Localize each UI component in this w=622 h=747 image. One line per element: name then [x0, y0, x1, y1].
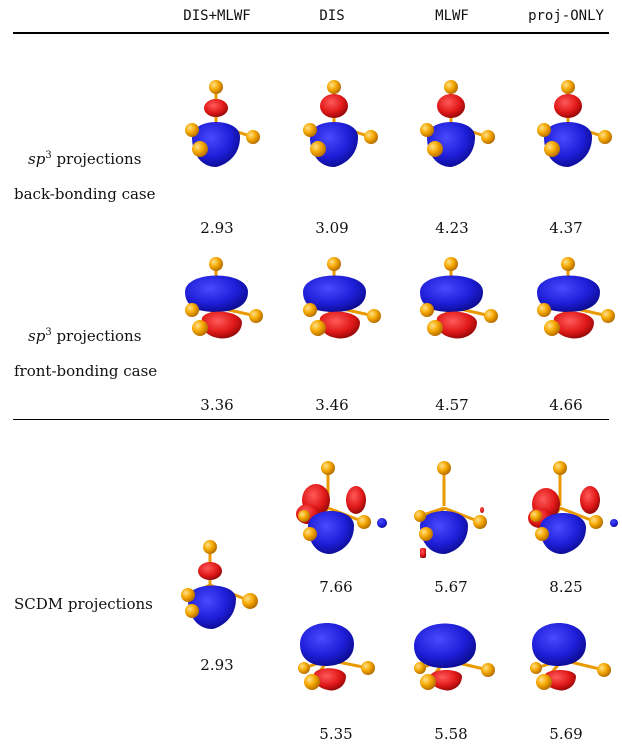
projections-text: projections: [51, 150, 142, 168]
column-header-proj-only: proj-ONLY: [528, 8, 604, 24]
value-front-mlwf: 4.57: [435, 396, 469, 414]
value-scdm-dis-mlwf: 2.93: [200, 656, 234, 674]
orbital-image-front-mlwf: [420, 257, 498, 339]
orbital-image-scdm-mlwf-upper: [414, 461, 487, 558]
row-label-scdm: SCDM projections: [14, 595, 153, 613]
row-label-back-bonding: back-bonding case: [14, 185, 156, 203]
column-header-dis: DIS: [319, 8, 345, 24]
orbital-image-scdm-mlwf-lower: [414, 623, 495, 691]
header-rule: [13, 32, 609, 34]
value-back-mlwf: 4.23: [435, 219, 469, 237]
value-scdm-mlwf-upper: 5.67: [434, 578, 468, 596]
orbital-image-front-proj-only: [537, 257, 615, 339]
orbital-image-back-mlwf: [420, 80, 495, 167]
column-header-dis-mlwf: DIS+MLWF: [183, 8, 251, 24]
orbital-image-scdm-dis-mlwf: [181, 540, 258, 629]
orbital-image-back-proj-only: [537, 80, 612, 167]
section-rule: [13, 419, 609, 421]
value-back-dis: 3.09: [315, 219, 349, 237]
value-back-proj-only: 4.37: [549, 219, 583, 237]
sp-text: sp: [28, 150, 46, 168]
sup-text: 3: [45, 150, 52, 161]
value-back-dis-mlwf: 2.93: [200, 219, 234, 237]
orbital-image-front-dis: [303, 257, 381, 339]
orbital-image-scdm-dis-upper: [296, 461, 387, 554]
sup-text: 3: [45, 327, 52, 338]
orbital-image-back-dis-mlwf: [185, 80, 260, 167]
value-scdm-dis-lower: 5.35: [319, 725, 353, 743]
projections-text: projections: [51, 327, 142, 345]
value-front-dis-mlwf: 3.36: [200, 396, 234, 414]
value-scdm-proj-upper: 8.25: [549, 578, 583, 596]
value-scdm-dis-upper: 7.66: [319, 578, 353, 596]
orbital-image-scdm-dis-lower: [298, 623, 375, 691]
orbital-image-scdm-proj-upper: [528, 461, 618, 554]
row-label-sp3-front: sp3 projections: [28, 327, 141, 345]
orbital-image-scdm-proj-lower: [530, 623, 611, 691]
value-scdm-mlwf-lower: 5.58: [434, 725, 468, 743]
column-header-mlwf: MLWF: [435, 8, 469, 24]
orbital-image-front-dis-mlwf: [185, 257, 263, 339]
value-front-proj-only: 4.66: [549, 396, 583, 414]
sp-text: sp: [28, 327, 46, 345]
orbital-image-back-dis: [303, 80, 378, 167]
value-front-dis: 3.46: [315, 396, 349, 414]
row-label-sp3-back: sp3 projections: [28, 150, 141, 168]
row-label-front-bonding: front-bonding case: [14, 362, 158, 380]
value-scdm-proj-lower: 5.69: [549, 725, 583, 743]
